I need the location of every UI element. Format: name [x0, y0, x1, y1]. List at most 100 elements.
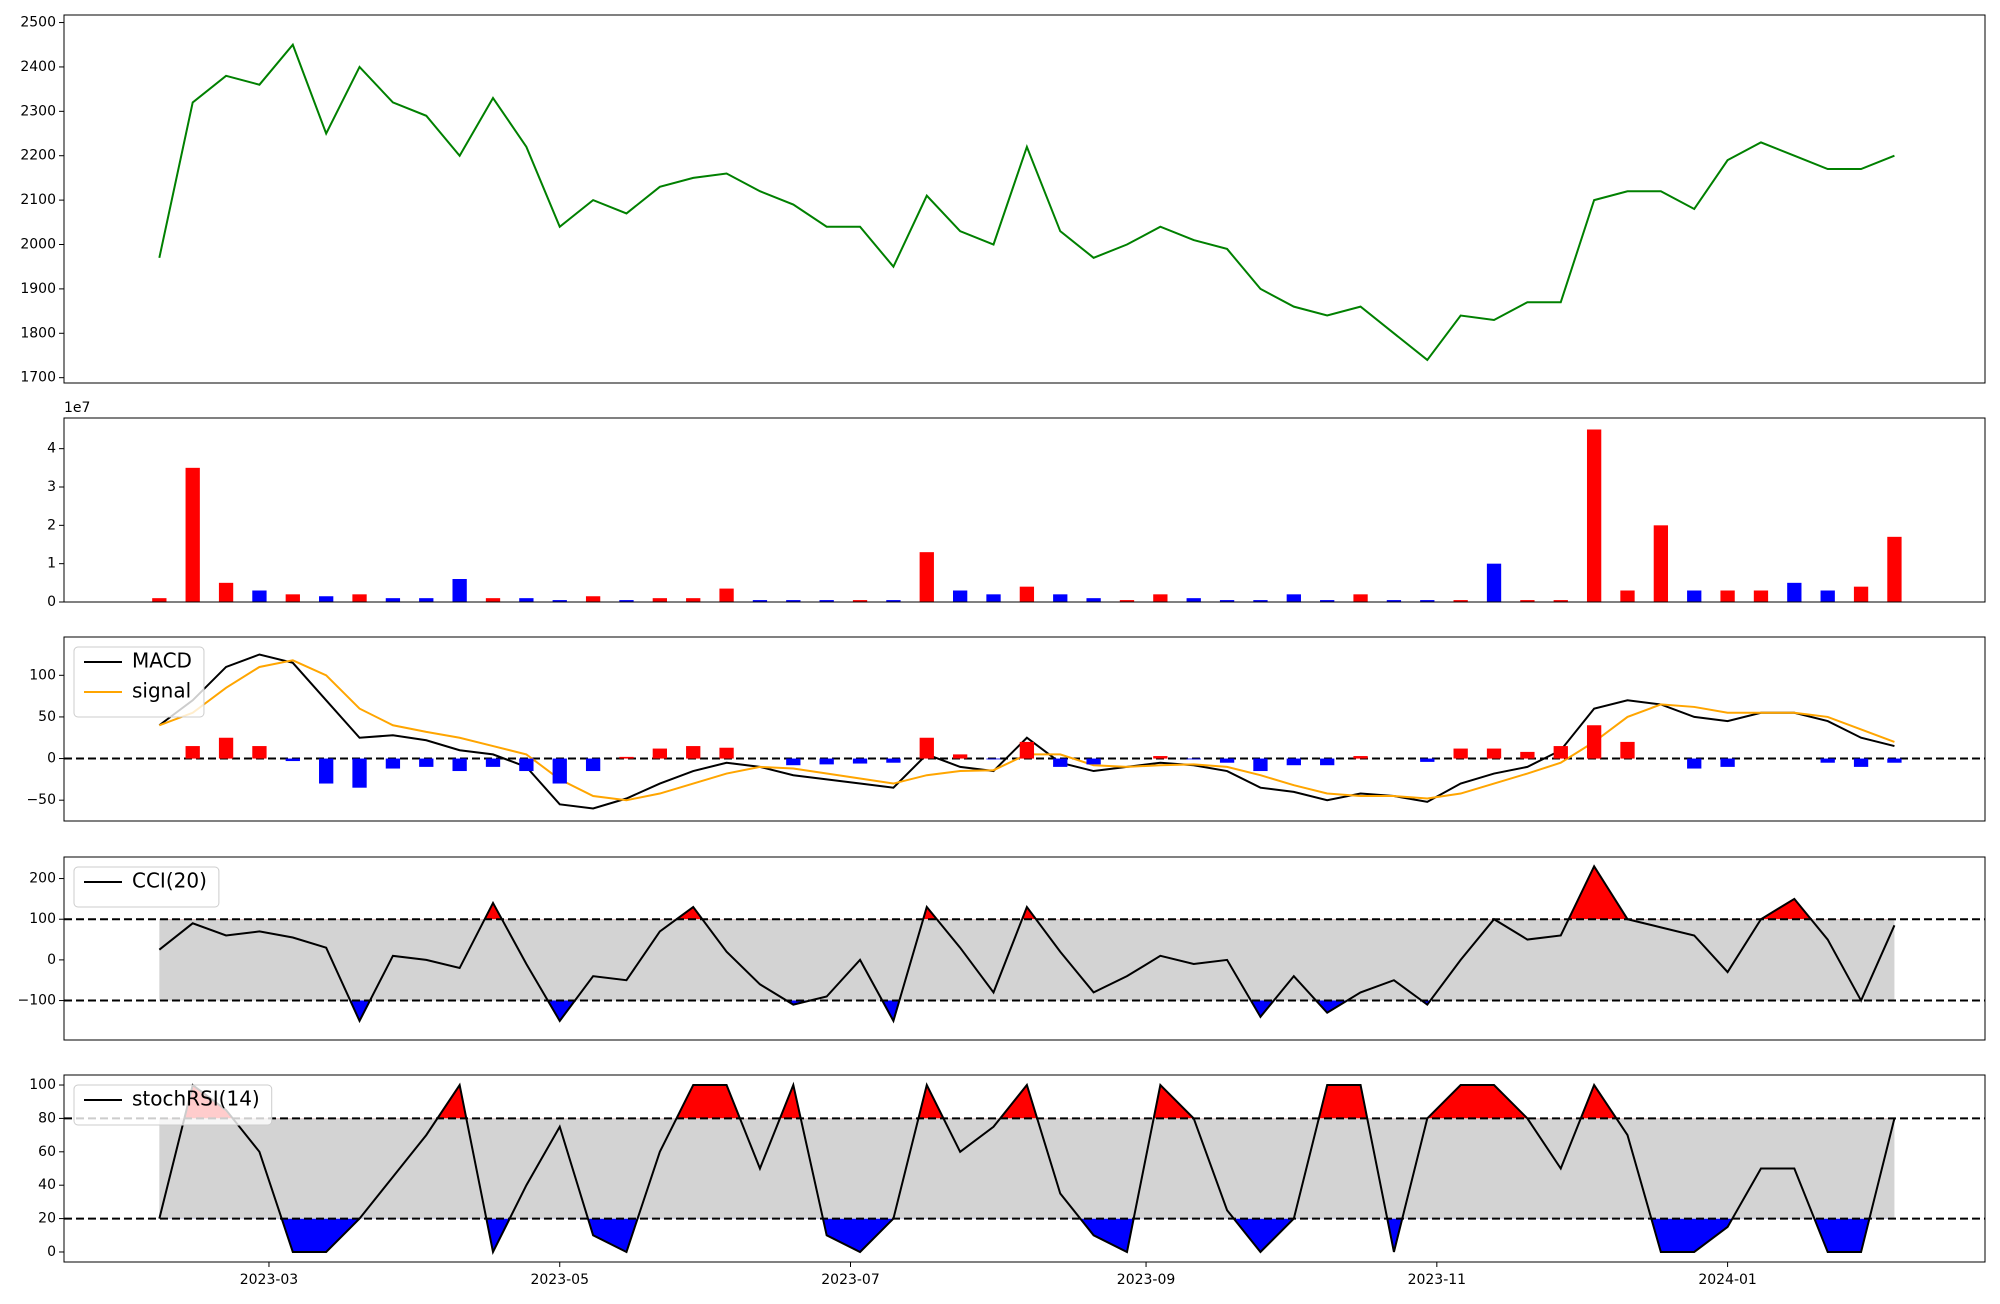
legend-label: stochRSI(14): [132, 1087, 260, 1111]
overbought-fill: [184, 1085, 1617, 1119]
bar: [519, 758, 534, 772]
bar: [1253, 600, 1268, 602]
bar: [652, 598, 667, 602]
bar: [719, 588, 734, 602]
bar: [285, 758, 300, 762]
bar: [1353, 756, 1368, 759]
bar: [1720, 590, 1735, 602]
x-tick-label: 2024-01: [1698, 1272, 1757, 1288]
bar: [1019, 586, 1035, 602]
bar: [1887, 758, 1902, 763]
line: [158, 653, 1895, 810]
x-tick-label: 2023-09: [1117, 1272, 1176, 1288]
plot-frame: [63, 1074, 1986, 1263]
plot-frame: [63, 636, 1986, 822]
line: [158, 42, 1895, 362]
bar: [1186, 758, 1201, 760]
bar: [152, 598, 167, 602]
plot-frame: [63, 417, 1986, 603]
bar: [719, 747, 734, 759]
bar: [652, 748, 667, 759]
bar: [1019, 741, 1035, 759]
y-tick-label: 200: [29, 871, 56, 887]
plot-frame: [63, 856, 1986, 1041]
bar: [1753, 590, 1769, 602]
bar: [1586, 429, 1602, 602]
bar: [585, 758, 601, 772]
line: [158, 1081, 1896, 1256]
bar: [1853, 586, 1869, 602]
bar: [485, 598, 501, 602]
bar: [452, 758, 467, 772]
bar: [886, 758, 901, 763]
bar: [786, 758, 801, 766]
y-tick-label: 0: [47, 1244, 56, 1260]
bar: [319, 758, 334, 784]
bar: [1586, 725, 1602, 759]
bar: [1320, 600, 1335, 602]
legend: MACD signal: [73, 646, 205, 718]
line: [158, 659, 1895, 802]
bar: [1219, 758, 1235, 763]
bar: [419, 598, 434, 602]
bar: [886, 600, 901, 602]
y-tick-label: 20: [38, 1211, 56, 1227]
bar: [1520, 751, 1535, 759]
bar: [952, 590, 968, 602]
bar: [218, 737, 234, 759]
bar: [752, 600, 768, 602]
legend: stochRSI(14): [73, 1084, 273, 1126]
x-tick-label: 2023-03: [240, 1272, 299, 1288]
bar: [1486, 748, 1502, 759]
bar: [1620, 741, 1635, 759]
bar: [686, 746, 701, 759]
bar: [1253, 758, 1268, 772]
band-fill: [159, 919, 1895, 1001]
panel: 0 1 2 3 4 1e7: [47, 400, 1986, 610]
bar: [252, 590, 267, 602]
bar: [385, 598, 401, 602]
y-tick-label: 1: [47, 556, 56, 572]
bar: [1086, 598, 1101, 602]
bar: [1720, 758, 1735, 767]
bar: [552, 600, 567, 602]
x-tick-label: 2023-11: [1408, 1272, 1467, 1288]
y-tick-label: 2200: [20, 148, 56, 164]
y-tick-label: 1800: [20, 325, 56, 341]
y-tick-label: 2: [47, 517, 56, 533]
bar: [419, 758, 434, 767]
bar: [452, 579, 467, 602]
bar: [185, 467, 200, 602]
bar: [1486, 563, 1502, 602]
panel: −100 0 100 200 CCI(20): [18, 856, 1986, 1041]
y-tick-label: 2400: [20, 59, 56, 75]
line: [158, 864, 1896, 1024]
oversold-fill: [159, 1218, 1895, 1252]
y-tick-label: 60: [38, 1144, 56, 1160]
y-tick-label: 1700: [20, 370, 56, 386]
legend-label: CCI(20): [132, 869, 207, 893]
y-tick-label: 0: [47, 751, 56, 767]
bar: [1887, 536, 1902, 602]
band-fill: [159, 1118, 1895, 1219]
bar: [1620, 590, 1635, 602]
bar: [786, 600, 801, 602]
bar: [1353, 594, 1368, 602]
bar: [619, 600, 634, 602]
legend-label: MACD: [132, 649, 192, 673]
legend-label: signal: [132, 679, 191, 703]
bar: [1553, 746, 1568, 759]
bar: [285, 594, 300, 602]
bar: [252, 746, 267, 759]
bar: [852, 600, 868, 602]
y-tick-label: 2000: [20, 237, 56, 253]
bar: [352, 758, 367, 788]
y-tick-label: −50: [26, 792, 56, 808]
x-tick-label: 2023-07: [821, 1272, 880, 1288]
bar: [919, 737, 934, 759]
bar: [1320, 758, 1335, 766]
bar: [585, 596, 601, 602]
bar: [1286, 594, 1301, 602]
bar: [1453, 600, 1468, 602]
bar: [1553, 600, 1568, 602]
